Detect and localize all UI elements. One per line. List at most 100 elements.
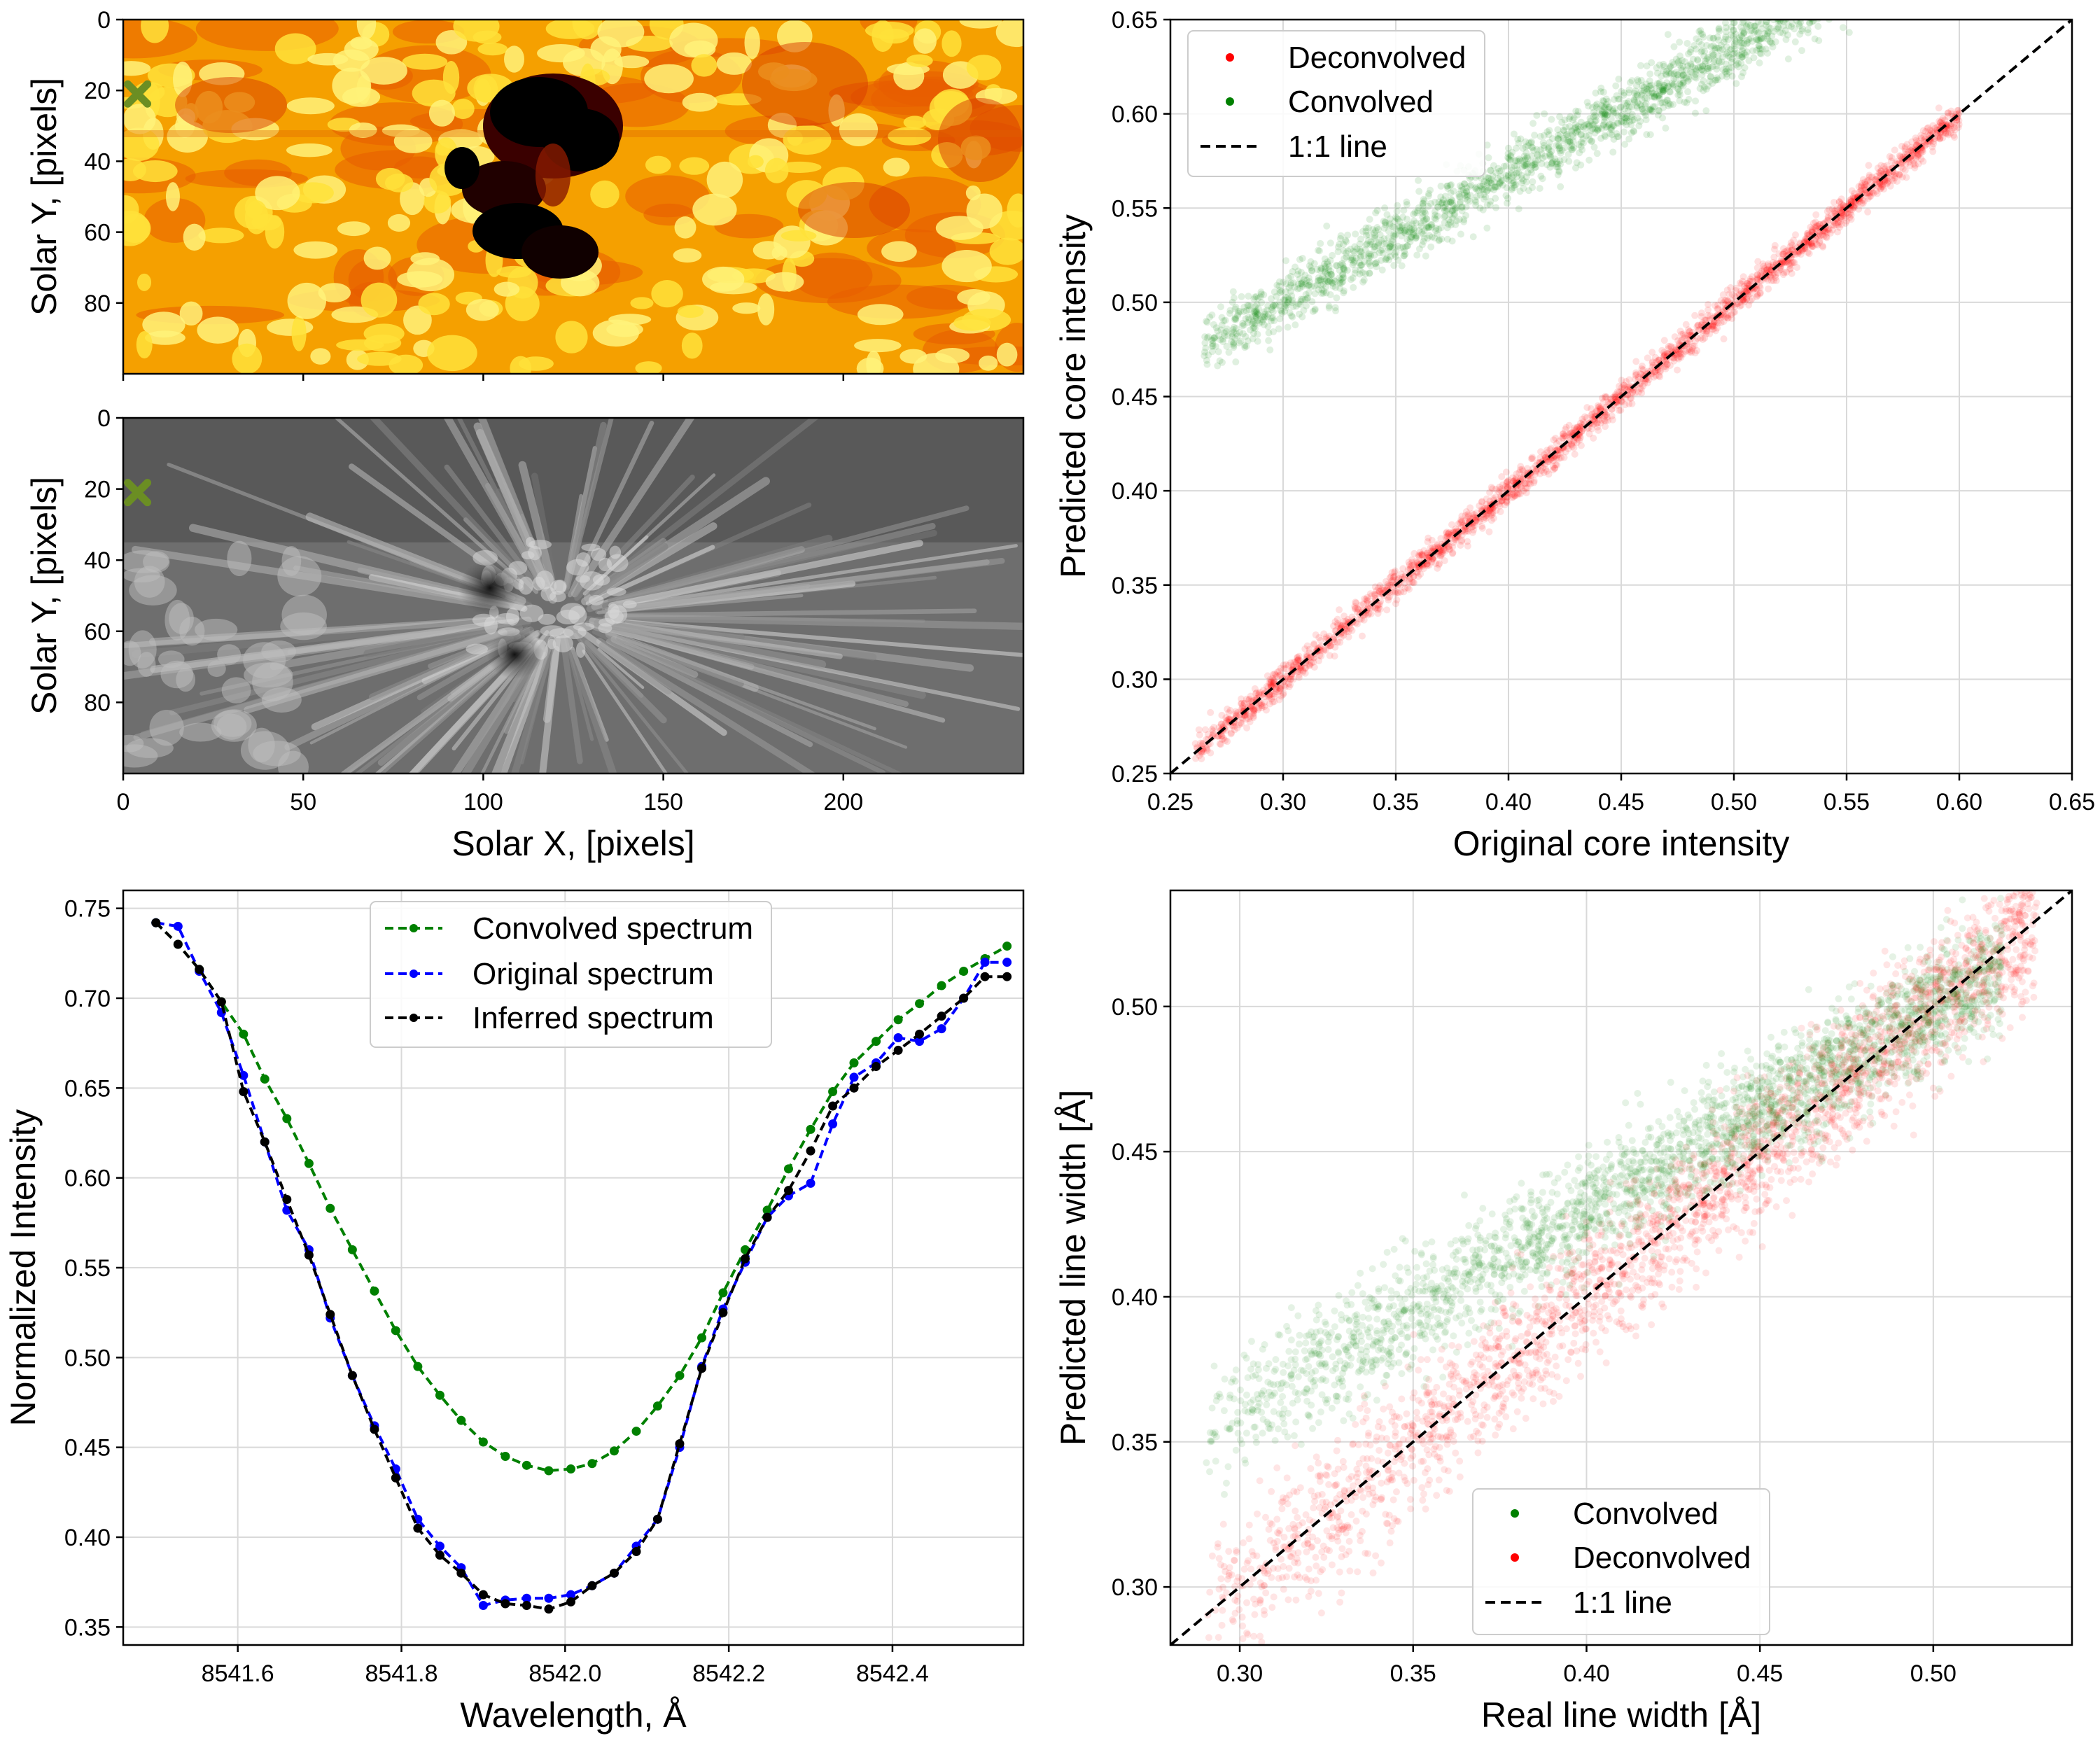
point-convolved [1727, 31, 1735, 38]
point-convolved [1659, 86, 1667, 94]
point-convolved [1257, 290, 1265, 298]
point-convolved [1634, 76, 1642, 83]
point-convolved [1664, 83, 1672, 90]
point-convolved [1811, 35, 1819, 43]
point-convolved [1531, 164, 1539, 172]
point-convolved [1716, 59, 1723, 66]
point-convolved [1413, 232, 1420, 240]
point-convolved [1298, 313, 1306, 321]
point-convolved [1574, 125, 1582, 133]
point-convolved [1591, 125, 1599, 132]
point-convolved [1366, 262, 1374, 270]
point-convolved [1570, 144, 1578, 151]
point-convolved [1809, 13, 1816, 20]
point-convolved [1576, 149, 1583, 157]
point-convolved [1291, 284, 1298, 291]
point-convolved [1623, 115, 1630, 122]
point-convolved [1738, 73, 1746, 80]
point-convolved [1598, 125, 1606, 132]
point-convolved [1276, 288, 1284, 296]
point-convolved [1522, 160, 1530, 168]
point-convolved [1722, 28, 1730, 36]
point-convolved [1681, 58, 1688, 66]
point-convolved [1485, 174, 1493, 182]
point-convolved [1513, 173, 1521, 181]
point-convolved [1264, 307, 1271, 314]
point-convolved [1730, 26, 1737, 34]
point-convolved [1586, 156, 1593, 164]
point-convolved [1391, 251, 1399, 258]
point-deconvolved [1359, 632, 1366, 640]
point-convolved [1530, 161, 1537, 169]
point-convolved [1560, 136, 1567, 144]
granule [645, 155, 671, 174]
plage-patch [179, 722, 222, 742]
bright-point [552, 635, 574, 652]
point-convolved [1219, 335, 1226, 343]
point-convolved [1757, 20, 1765, 27]
point-convolved [1560, 126, 1567, 134]
point-convolved [1536, 185, 1544, 192]
point-convolved [1206, 313, 1214, 321]
point-convolved [1588, 138, 1595, 146]
point-convolved [1770, 27, 1778, 35]
point-convolved [1419, 200, 1427, 207]
point-convolved [1339, 278, 1347, 286]
point-convolved [1508, 174, 1516, 181]
point-convolved [1628, 77, 1636, 85]
granule [651, 280, 683, 308]
point-convolved [1361, 258, 1368, 266]
point-convolved [1782, 27, 1789, 34]
point-convolved [1489, 172, 1497, 180]
fibril [608, 638, 886, 774]
point-convolved [1660, 81, 1667, 89]
point-convolved [1431, 234, 1438, 241]
point-convolved [1282, 304, 1290, 312]
point-convolved [1488, 179, 1495, 187]
point-convolved [1271, 301, 1279, 309]
point-convolved [1381, 219, 1389, 227]
point-convolved [1357, 252, 1365, 260]
point-convolved [1809, 20, 1816, 22]
point-convolved [1724, 36, 1732, 43]
point-convolved [1805, 29, 1812, 36]
point-convolved [1425, 223, 1433, 231]
point-convolved [1367, 252, 1375, 260]
point-convolved [1588, 127, 1595, 134]
point-convolved [1340, 247, 1348, 255]
reference-x-marker [124, 479, 152, 507]
point-convolved [1740, 29, 1748, 37]
point-convolved [1270, 288, 1278, 296]
point-convolved [1591, 129, 1599, 136]
point-convolved [1555, 168, 1563, 176]
point-convolved [1392, 253, 1399, 260]
point-convolved [1464, 197, 1471, 204]
point-convolved [1457, 230, 1464, 238]
point-convolved [1324, 278, 1331, 286]
point-convolved [1566, 137, 1574, 145]
point-convolved [1579, 139, 1587, 147]
point-convolved [1296, 284, 1303, 292]
y-tick-label: 20 [84, 477, 111, 503]
point-convolved [1410, 231, 1418, 239]
point-deconvolved [1464, 538, 1471, 545]
point-convolved [1648, 59, 1656, 66]
point-convolved [1452, 221, 1460, 229]
point-deconvolved [1201, 726, 1209, 734]
point-convolved [1200, 352, 1208, 360]
point-convolved [1521, 162, 1529, 170]
point-convolved [1511, 157, 1519, 164]
point-convolved [1527, 166, 1534, 174]
point-convolved [1449, 214, 1457, 222]
point-convolved [1548, 115, 1555, 123]
point-convolved [1665, 83, 1672, 90]
point-convolved [1656, 92, 1663, 99]
bright-point [536, 570, 554, 589]
point-convolved [1460, 186, 1467, 194]
point-convolved [1478, 183, 1486, 190]
point-convolved [1830, 0, 1837, 7]
point-convolved [1821, 0, 1828, 6]
point-deconvolved [1312, 631, 1320, 638]
point-convolved [1438, 235, 1446, 243]
point-convolved [1201, 333, 1209, 341]
